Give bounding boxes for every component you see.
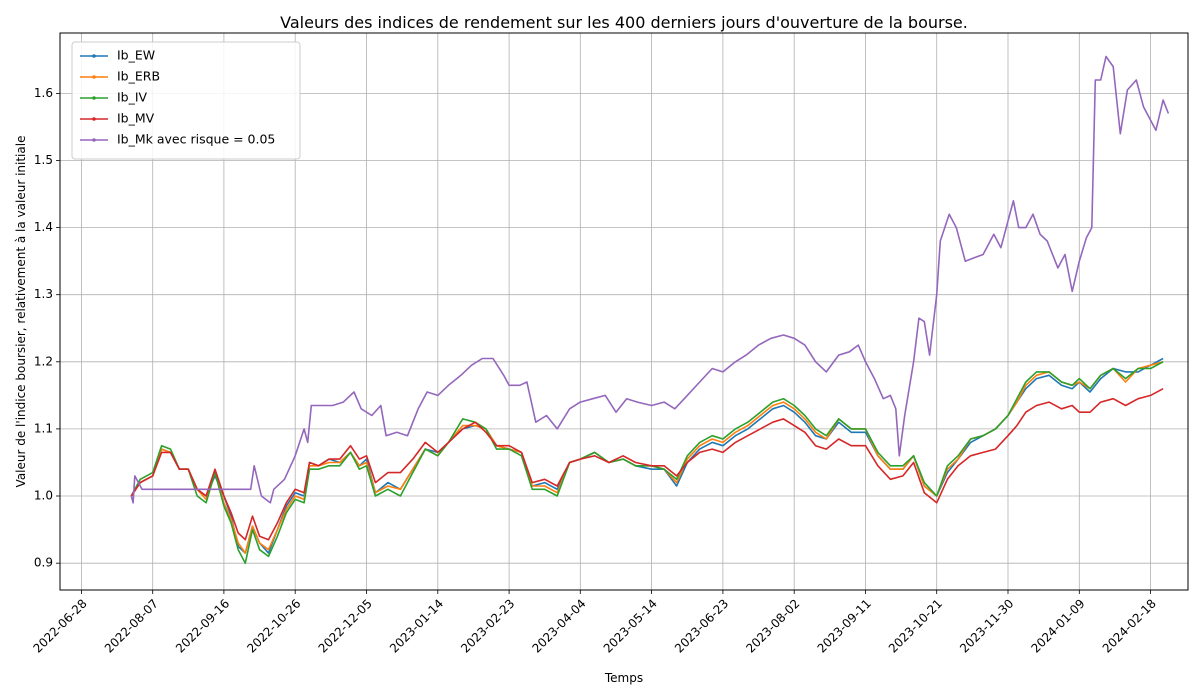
series-line-4 (130, 387, 1164, 541)
legend-marker (92, 54, 96, 58)
legend-marker (92, 75, 96, 79)
series-line-5 (130, 55, 1170, 504)
legend-marker (92, 117, 96, 121)
y-axis: 0.9 1.0 1.1 1.2 1.3 1.4 1.5 1.6 (34, 86, 60, 570)
legend-label: Ib_Mk avec risque = 0.05 (117, 132, 275, 147)
y-tick-label: 1.1 (34, 421, 53, 435)
y-tick-label: 1.4 (34, 220, 53, 234)
legend: Ib_EW Ib_ERB Ib_IV Ib_MV Ib_Mk avec risque =… (71, 41, 301, 160)
chart-title: Valeurs des indices de rendement sur les… (280, 13, 968, 32)
y-tick-label: 1.2 (34, 354, 53, 368)
x-axis-label: Temps (604, 671, 643, 685)
y-tick-label: 1.3 (34, 287, 53, 301)
series-lines (130, 55, 1170, 565)
y-tick-label: 1.0 (34, 489, 53, 503)
y-tick-label: 0.9 (34, 556, 53, 570)
y-tick-label: 1.6 (34, 86, 53, 100)
y-axis-label: Valeur de l'indice boursier, relativemen… (14, 136, 28, 488)
legend-label: Ib_ERB (117, 69, 160, 84)
legend-marker (92, 138, 96, 142)
legend-box (71, 41, 301, 160)
legend-label: Ib_MV (117, 111, 155, 126)
legend-label: Ib_EW (117, 48, 155, 63)
plot-frame (59, 32, 1189, 591)
y-tick-label: 1.5 (34, 153, 53, 167)
legend-marker (92, 96, 96, 100)
legend-label: Ib_IV (117, 90, 148, 105)
